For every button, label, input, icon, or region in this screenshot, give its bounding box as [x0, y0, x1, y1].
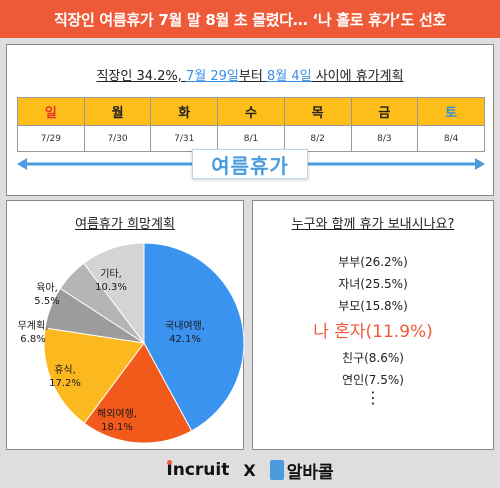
companion-title-text: 누구와 함께 휴가 보내시나요? [291, 217, 455, 232]
companion-panel: 누구와 함께 휴가 보내시나요? 부부(26.2%) 자녀(25.5%) 부모(… [252, 200, 494, 450]
companion-title: 누구와 함께 휴가 보내시나요? [253, 213, 493, 232]
incruit-text: Incruit [166, 460, 230, 480]
pie-slice-2 [43, 327, 145, 424]
companion-item-alone: 나 혼자(11.9%) [313, 322, 433, 342]
weekday-5: 금 [350, 97, 419, 126]
incruit-logo: Incruit [166, 460, 229, 480]
title-pre: 직장인 34.2%, [96, 69, 187, 84]
pie-title-text: 여름휴가 희망계획 [75, 217, 175, 232]
date-2: 7/31 [150, 125, 219, 152]
weekday-1: 월 [83, 97, 152, 126]
title-mid: 부터 [238, 69, 267, 84]
pie-chart: 국내여행, 42.1% 해외여행, 18.1% 휴식, 17.2% 무계획, 6.8% 육아, 5… [18, 242, 245, 444]
calendar-title: 직장인 34.2%, 7월 29일부터 8월 4일 사이에 휴가계획 [7, 65, 493, 84]
date-5: 8/3 [350, 125, 419, 152]
pie-slice-1 [83, 342, 193, 444]
pie-value-0: 42.1% [169, 334, 201, 345]
incruit-dot-icon [167, 460, 173, 465]
more-dots: ⋮ [365, 388, 381, 407]
weekday-6: 토 [417, 97, 485, 126]
pie-label-3: 무계획, [18, 320, 49, 332]
albacall-logo: 알바콜 [269, 458, 334, 483]
companion-item-children: 자녀(25.5%) [338, 277, 408, 291]
weekday-0: 일 [17, 97, 85, 126]
collab-x: X [243, 460, 256, 480]
title-date-end: 8월 4일 [266, 69, 312, 84]
pie-value-5: 10.3% [95, 282, 127, 293]
pie-title: 여름휴가 희망계획 [7, 213, 243, 232]
date-4: 8/2 [283, 125, 352, 152]
pie-label-5: 기타, [100, 268, 122, 280]
pie-value-3: 6.8% [20, 334, 45, 345]
pie-label-0: 국내여행, [165, 320, 205, 332]
weekday-2: 화 [150, 97, 219, 126]
pie-value-4: 5.5% [34, 296, 59, 307]
pie-label-1: 해외여행, [97, 407, 137, 420]
title-date-start: 7월 29일 [186, 69, 239, 84]
companion-item-partner: 연인(7.5%) [342, 373, 404, 387]
date-0: 7/29 [17, 125, 85, 152]
companion-item-friends: 친구(8.6%) [342, 351, 404, 365]
companion-item-spouse: 부부(26.2%) [338, 255, 408, 269]
weekday-4: 목 [283, 97, 352, 126]
albacall-text: 알바콜 [286, 462, 334, 483]
phone-icon [269, 460, 284, 480]
footer-logos: Incruit X 알바콜 [0, 452, 500, 488]
pie-label-4: 육아, [36, 282, 58, 294]
title-post: 사이에 휴가계획 [311, 69, 404, 84]
pie-label-2: 휴식, [54, 364, 76, 376]
calendar-date-row: 7/29 7/30 7/31 8/1 8/2 8/3 8/4 [17, 125, 485, 152]
date-6: 8/4 [417, 125, 485, 152]
pie-slice-0 [143, 242, 245, 432]
pie-value-1: 18.1% [101, 422, 133, 433]
pie-value-2: 17.2% [49, 378, 81, 389]
companion-list: 부부(26.2%) 자녀(25.5%) 부모(15.8%) 나 혼자(11.9%… [253, 251, 493, 407]
date-1: 7/30 [83, 125, 152, 152]
plan-pie-panel: 여름휴가 희망계획 국내여행, 42.1% 해외여행, 18.1% 휴식, 17.2% 무계… [6, 200, 245, 450]
vacation-label: 여름휴가 [192, 149, 308, 179]
date-3: 8/1 [217, 125, 285, 152]
companion-item-parents: 부모(15.8%) [338, 299, 408, 313]
pie-slice-5 [83, 242, 145, 345]
header-title: 직장인 여름휴가 7월 말 8월 초 몰렸다… ‘나 홀로 휴가’도 선호 [0, 0, 500, 38]
weekday-3: 수 [217, 97, 285, 126]
